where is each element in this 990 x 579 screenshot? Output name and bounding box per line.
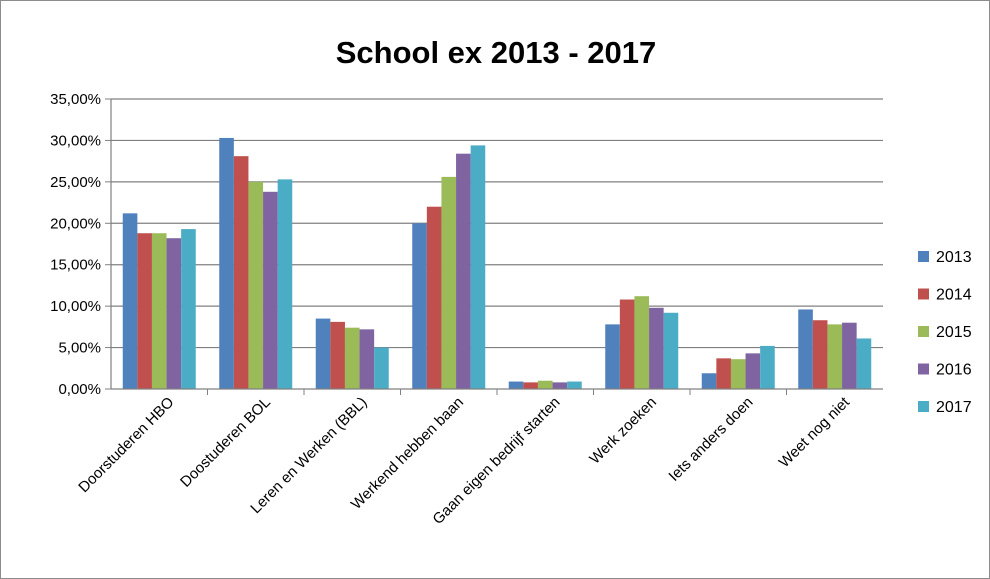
category-label: Doostuderen BOL (177, 394, 274, 491)
bar-2016 (842, 322, 857, 389)
bar-2013 (798, 309, 813, 389)
bar-2015 (248, 181, 264, 389)
bar-2016 (552, 382, 568, 389)
legend-label-2017: 2017 (936, 399, 972, 416)
category-label: Werk zoeken (586, 394, 660, 468)
legend: 2013 2014 2015 2016 2017 (918, 249, 972, 416)
bar-2016 (166, 238, 182, 389)
axes (110, 99, 883, 395)
bar-2014 (233, 156, 249, 389)
bar-2017 (663, 312, 679, 389)
bar-2013 (412, 223, 427, 389)
chart-title: School ex 2013 - 2017 (336, 35, 657, 70)
bar-2015 (441, 176, 457, 389)
bar-2013 (508, 381, 524, 389)
y-tick-label: 30,00% (50, 132, 101, 149)
legend-label-2015: 2015 (936, 324, 972, 341)
bar-2014 (137, 233, 152, 389)
y-tick-label: 15,00% (50, 257, 101, 274)
bar-2017 (374, 347, 389, 389)
bar-2015 (634, 296, 650, 389)
legend-swatch-2017 (918, 401, 929, 412)
bar-2016 (263, 191, 278, 389)
bar-2015 (827, 324, 843, 389)
y-tick-label: 25,00% (50, 174, 101, 191)
bar-2017 (760, 345, 775, 389)
bar-2013 (219, 137, 234, 389)
bar-2016 (649, 307, 664, 389)
bar-2016 (456, 153, 471, 389)
bar-2014 (523, 382, 538, 389)
bar-2014 (619, 299, 635, 389)
bar-2013 (701, 373, 717, 389)
legend-swatch-2015 (918, 326, 929, 337)
bar-2014 (812, 320, 828, 389)
bar-2015 (537, 380, 553, 389)
bar-2014 (426, 206, 442, 389)
bar-2017 (181, 229, 196, 389)
category-label: Iets anders doen (665, 394, 756, 485)
legend-label-2013: 2013 (936, 249, 972, 266)
bar-2014 (330, 321, 345, 389)
bar-2017 (856, 338, 872, 389)
bar-2017 (567, 381, 582, 389)
y-tick-label: 0,00% (58, 381, 101, 398)
bar-2013 (605, 324, 620, 389)
bar-2015 (344, 327, 360, 389)
legend-swatch-2013 (918, 251, 929, 262)
bar-2015 (151, 233, 167, 389)
bar-2016 (359, 329, 375, 389)
y-tick-label: 5,00% (58, 340, 101, 357)
y-axis-tick-labels: 0,00% 5,00% 10,00% 15,00% 20,00% 25,00% 30,00%… (50, 91, 101, 398)
y-tick-label: 20,00% (50, 215, 101, 232)
y-tick-label: 10,00% (50, 298, 101, 315)
category-label: Weet nog niet (776, 393, 854, 471)
bar-2015 (730, 359, 746, 389)
bar-2017 (470, 145, 486, 389)
category-label: Doorstuderen HBO (75, 394, 177, 496)
bar-2014 (716, 358, 731, 389)
legend-swatch-2016 (918, 363, 929, 375)
y-tick-label: 35,00% (50, 91, 101, 108)
legend-label-2014: 2014 (936, 287, 972, 304)
legend-swatch-2014 (918, 288, 929, 300)
bar-2013 (315, 318, 331, 389)
bar-2016 (745, 353, 761, 389)
legend-label-2016: 2016 (936, 362, 972, 379)
bar-2017 (277, 179, 293, 389)
bars (122, 137, 872, 389)
bar-2013 (122, 213, 138, 389)
